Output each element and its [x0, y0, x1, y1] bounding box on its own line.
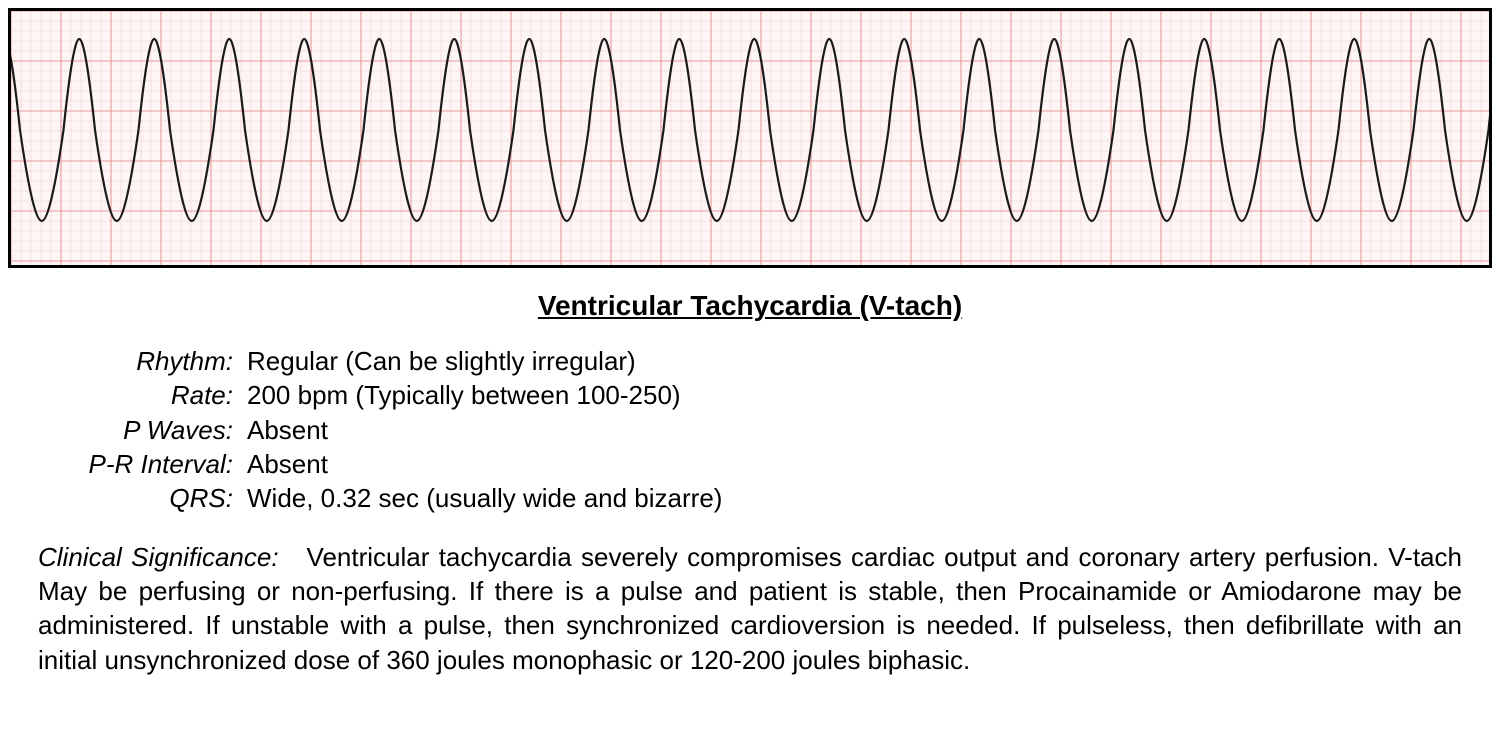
clinical-significance: Clinical Significance: Ventricular tachy… [38, 540, 1462, 677]
param-value: Absent [247, 447, 1462, 481]
clinical-significance-label: Clinical Significance: [38, 542, 279, 572]
param-row: Rhythm:Regular (Can be slightly irregula… [38, 344, 1462, 378]
param-label: P Waves: [38, 413, 247, 447]
param-value: Wide, 0.32 sec (usually wide and bizarre… [247, 481, 1462, 515]
diagnosis-title: Ventricular Tachycardia (V-tach) [8, 290, 1492, 322]
clinical-significance-text [288, 542, 307, 572]
param-label: P-R Interval: [38, 447, 247, 481]
param-value: Absent [247, 413, 1462, 447]
param-row: P-R Interval:Absent [38, 447, 1462, 481]
ecg-strip-container [8, 8, 1492, 268]
ecg-strip-svg [11, 11, 1489, 265]
param-value: 200 bpm (Typically between 100-250) [247, 378, 1462, 412]
param-label: QRS: [38, 481, 247, 515]
param-row: QRS:Wide, 0.32 sec (usually wide and biz… [38, 481, 1462, 515]
param-value: Regular (Can be slightly irregular) [247, 344, 1462, 378]
param-label: Rate: [38, 378, 247, 412]
param-row: Rate:200 bpm (Typically between 100-250) [38, 378, 1462, 412]
parameters-list: Rhythm:Regular (Can be slightly irregula… [38, 344, 1462, 516]
param-row: P Waves:Absent [38, 413, 1462, 447]
param-label: Rhythm: [38, 344, 247, 378]
